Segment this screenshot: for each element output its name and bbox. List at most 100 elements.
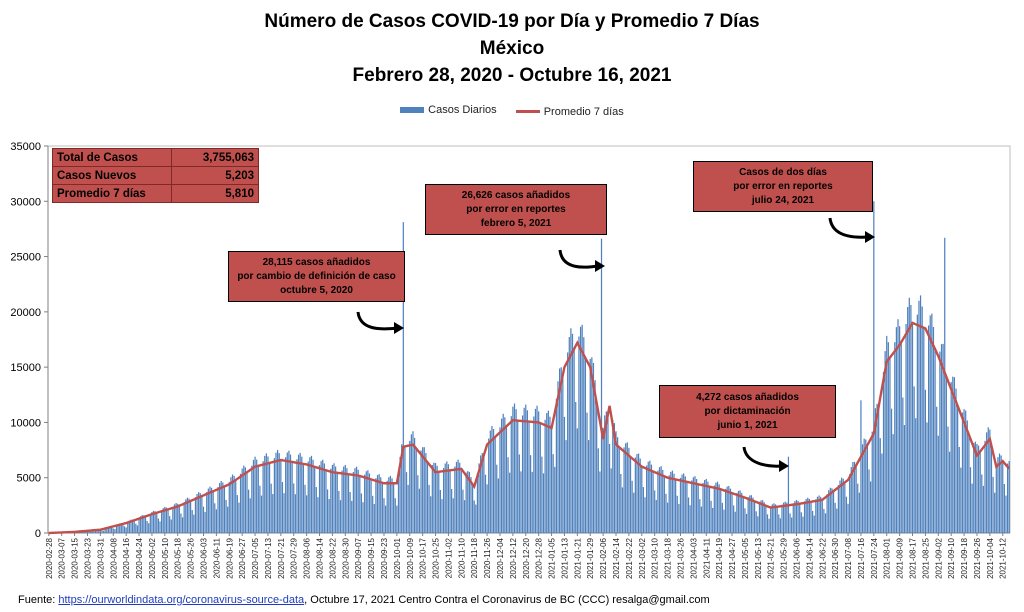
bar — [335, 466, 337, 533]
bar — [338, 491, 340, 533]
bar — [868, 469, 870, 533]
bar — [149, 513, 151, 533]
bar — [578, 336, 580, 533]
stats-avg-value: 5,810 — [171, 184, 259, 203]
bar — [550, 427, 553, 533]
bar — [523, 407, 525, 533]
bar — [815, 499, 817, 533]
bar — [112, 528, 114, 533]
bar — [634, 457, 636, 533]
bar — [628, 447, 630, 533]
bar — [575, 402, 577, 533]
bar — [120, 523, 122, 533]
bar — [267, 456, 269, 533]
bar — [863, 438, 865, 533]
x-tick-label: 2021-08-09 — [896, 537, 905, 578]
bar — [958, 446, 960, 533]
bar — [908, 297, 910, 533]
bar — [486, 484, 488, 533]
bar — [293, 483, 295, 533]
bar — [272, 494, 274, 533]
bar — [1003, 484, 1005, 533]
bar — [702, 482, 704, 533]
bar — [675, 479, 677, 533]
bar — [243, 465, 245, 533]
bar — [650, 464, 653, 533]
footer-source: Fuente: https://ourworldindata.org/coron… — [18, 594, 710, 606]
callout-arrow — [356, 311, 399, 331]
bar — [381, 482, 383, 533]
bar — [198, 492, 200, 533]
bar — [644, 497, 646, 533]
x-tick-label: 2021-09-10 — [947, 537, 956, 578]
y-tick-label: 35000 — [10, 141, 41, 153]
bar — [467, 471, 469, 533]
bar — [813, 515, 815, 533]
bar — [289, 454, 292, 533]
x-tick-label: 2021-07-08 — [844, 537, 853, 578]
bar — [346, 468, 348, 533]
callout-arrowhead — [779, 460, 789, 472]
bar — [594, 380, 596, 533]
bar — [803, 501, 806, 533]
bar — [318, 465, 321, 533]
x-tick-label: 2021-09-18 — [960, 537, 969, 578]
bar — [494, 436, 496, 533]
bar — [723, 509, 725, 533]
bar — [620, 473, 622, 533]
footer-prefix: Fuente: — [18, 594, 59, 606]
bar — [167, 509, 169, 533]
bar — [931, 313, 933, 533]
bar — [347, 474, 350, 533]
x-tick-label: 2020-08-30 — [341, 537, 350, 578]
stats-row-new: Casos Nuevos 5,203 — [52, 166, 259, 185]
bar — [355, 466, 358, 533]
bar — [492, 429, 495, 533]
y-tick-label: 15000 — [10, 362, 41, 374]
x-tick-label: 2020-07-05 — [251, 537, 260, 578]
bar — [871, 431, 873, 533]
bar — [977, 445, 980, 533]
bar — [173, 504, 176, 533]
bar — [861, 444, 864, 533]
bar — [330, 468, 332, 533]
x-tick-label: 2021-06-22 — [818, 537, 827, 578]
bar — [697, 484, 699, 533]
bar — [559, 368, 561, 533]
bar — [923, 327, 925, 533]
callout-oct-2020: 28,115 casos añadidos por cambio de defi… — [228, 251, 405, 302]
bar — [151, 511, 153, 533]
bar — [936, 406, 938, 533]
x-tick-label: 2021-01-29 — [586, 537, 595, 578]
bar — [787, 456, 790, 533]
bar — [911, 322, 914, 533]
bar — [104, 528, 106, 533]
bar — [921, 306, 923, 533]
bar — [811, 510, 814, 533]
x-tick-label: 2021-08-17 — [909, 537, 918, 578]
bar — [165, 507, 168, 533]
bar — [897, 319, 899, 533]
bar — [130, 519, 132, 533]
bar — [106, 527, 108, 533]
bar — [953, 377, 956, 533]
x-tick-label: 2020-11-18 — [470, 537, 479, 578]
bar — [802, 516, 804, 533]
bar — [497, 478, 499, 533]
bar — [966, 420, 968, 533]
bar — [426, 462, 429, 533]
bar — [431, 464, 433, 533]
bar — [892, 434, 894, 533]
bar — [639, 458, 641, 533]
bar — [119, 523, 121, 533]
bar — [94, 529, 97, 533]
bar — [821, 499, 823, 533]
bar — [924, 389, 927, 533]
bar — [159, 521, 161, 533]
bar — [178, 505, 180, 533]
callout-jun-2021-line1: 4,272 casos añadidos — [696, 391, 799, 403]
bar — [354, 468, 356, 533]
bar — [281, 482, 284, 533]
footer-source-link[interactable]: https://ourworldindata.org/coronavirus-s… — [58, 594, 305, 606]
bar — [844, 482, 846, 533]
